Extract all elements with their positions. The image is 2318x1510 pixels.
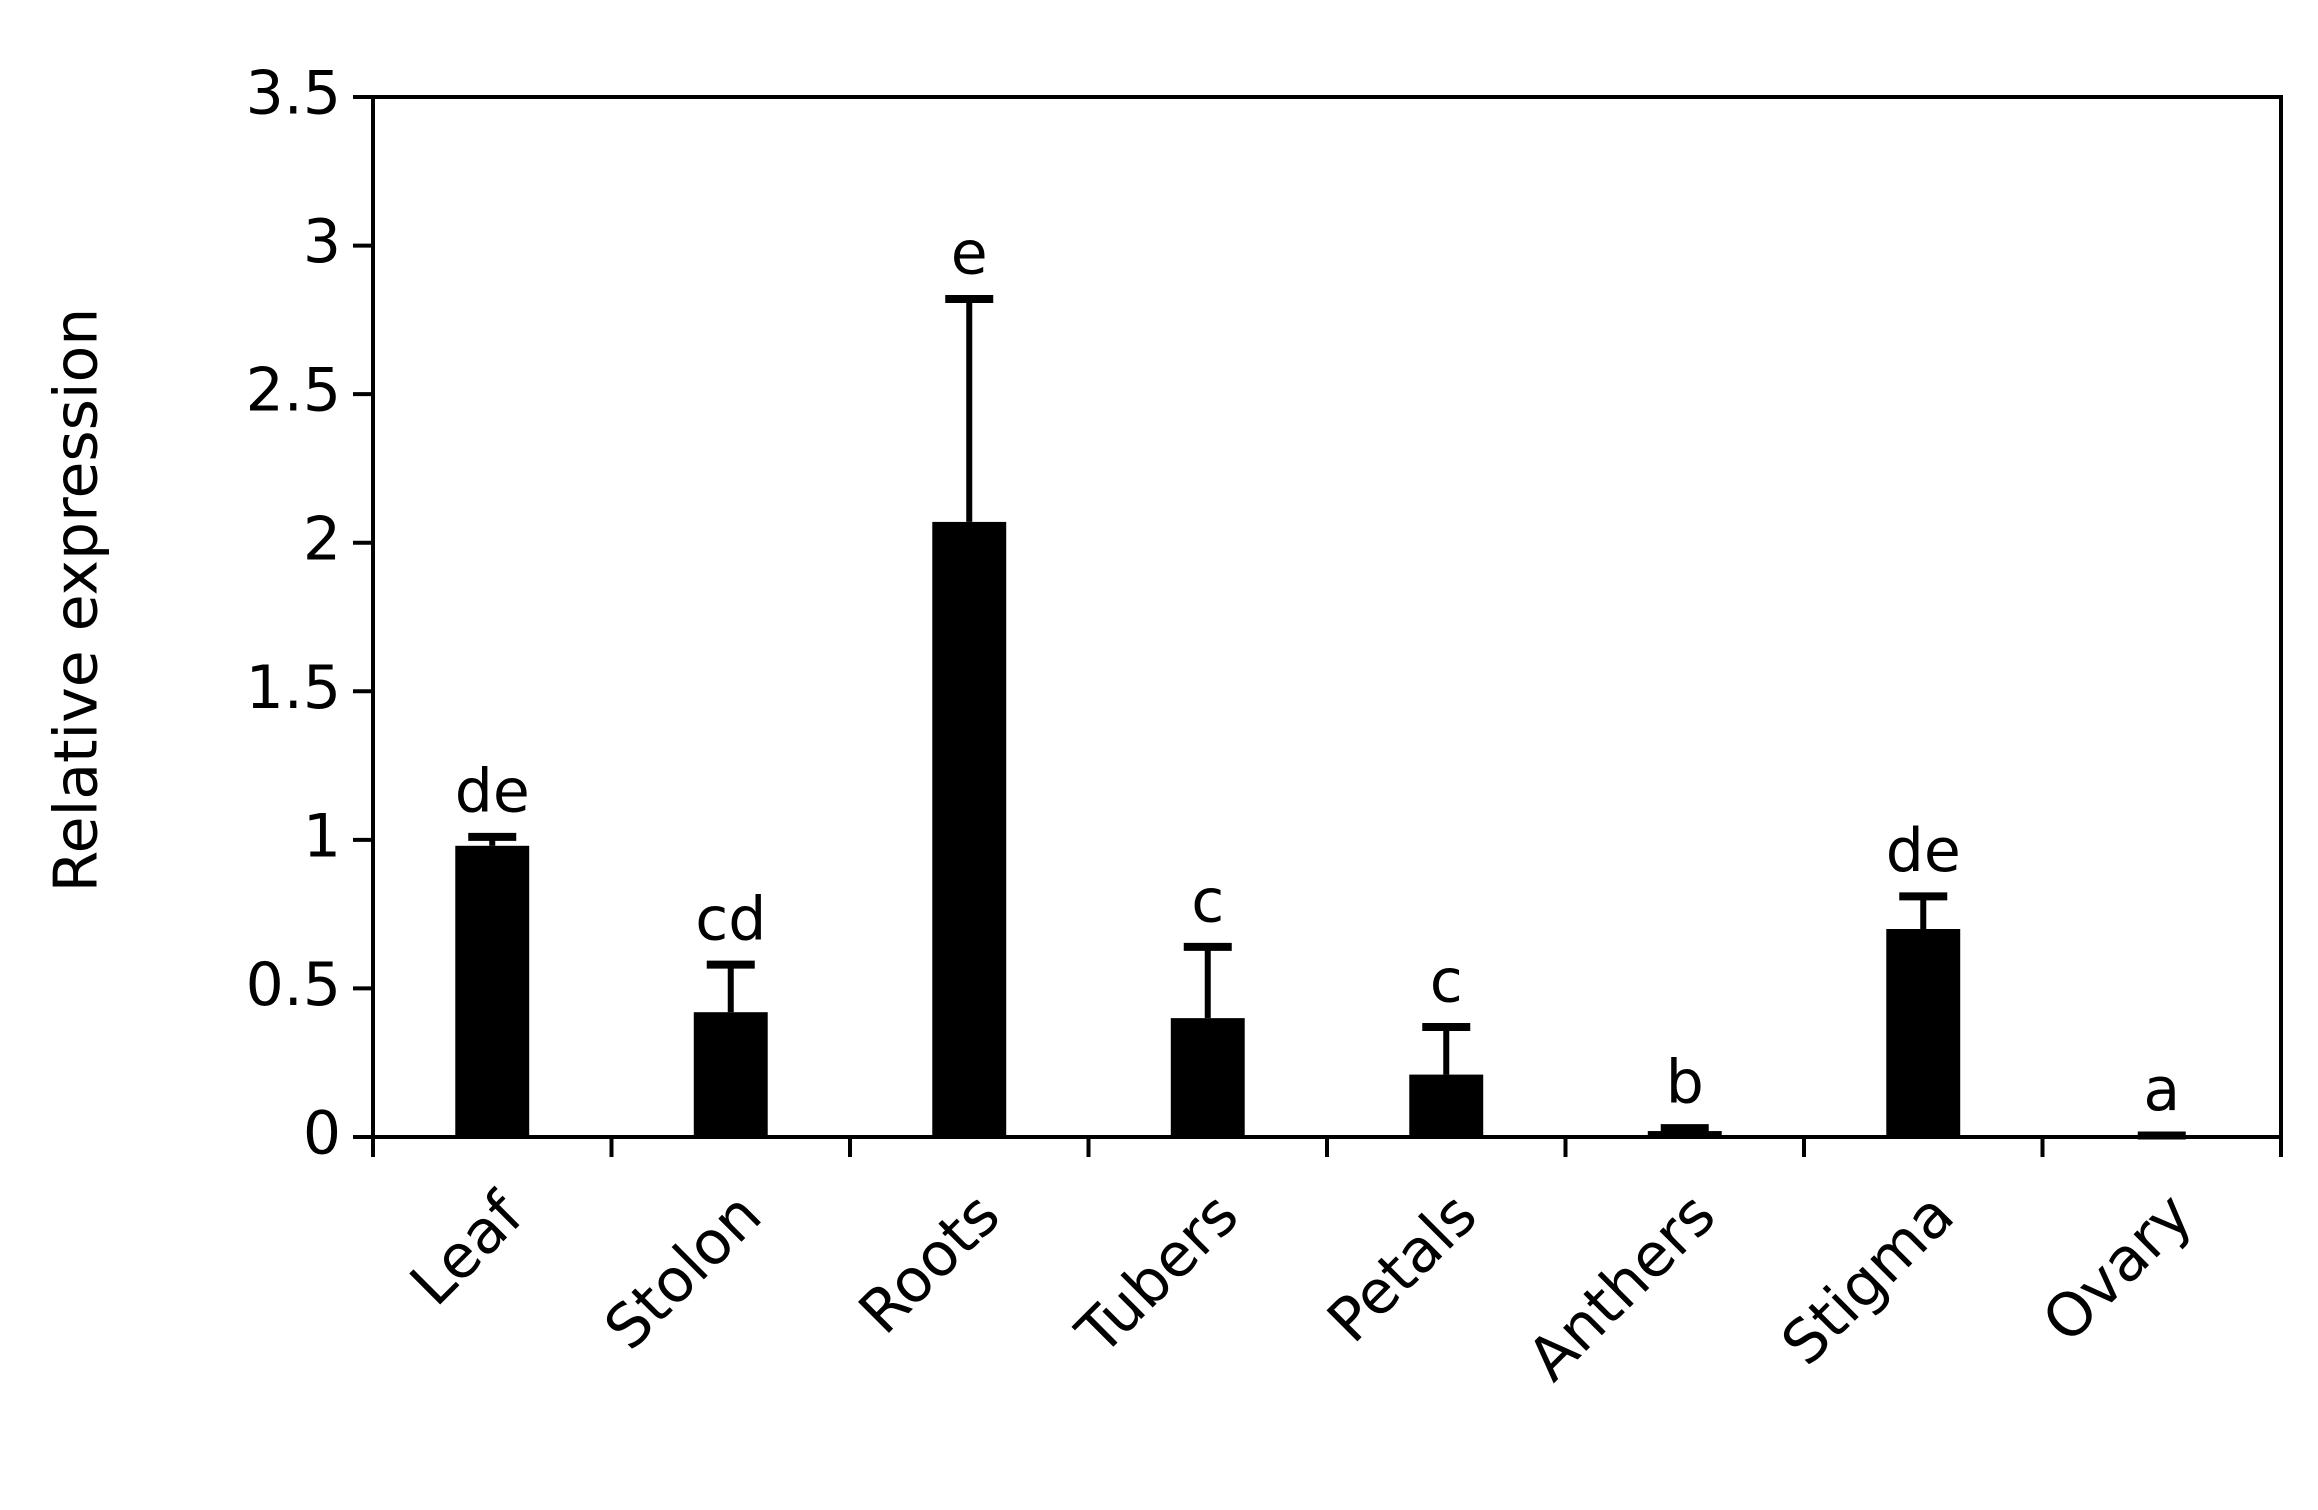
x-tick-label: Tubers (1063, 1180, 1252, 1369)
y-tick-label: 1.5 (246, 653, 341, 723)
x-tick-label: Ovary (2030, 1180, 2207, 1357)
x-tick-label: Stigma (1768, 1180, 1967, 1379)
significance-label: a (2143, 1055, 2180, 1125)
x-tick-label: Stolon (591, 1180, 775, 1364)
x-tick-label: Leaf (397, 1179, 538, 1320)
y-tick-label: 3.5 (246, 59, 341, 129)
bar (1409, 1074, 1484, 1137)
significance-label: cd (695, 884, 766, 954)
bar (1647, 1131, 1722, 1137)
significance-label: de (1886, 816, 1961, 886)
x-tick-label: Petals (1314, 1180, 1490, 1356)
bar (932, 521, 1007, 1137)
plot-frame (371, 95, 2283, 1139)
significance-label: b (1666, 1048, 1704, 1118)
significance-label: e (951, 219, 988, 289)
y-tick-label: 0.5 (246, 950, 341, 1020)
significance-label: c (1191, 866, 1224, 936)
x-tick-label: Roots (846, 1180, 1014, 1348)
bar (693, 1012, 768, 1137)
y-tick-label: 0 (303, 1099, 341, 1169)
bar (1886, 929, 1961, 1137)
significance-label: de (455, 756, 530, 826)
y-tick-label: 2.5 (246, 356, 341, 426)
bar (1170, 1018, 1245, 1137)
x-tick-label: Anthers (1515, 1180, 1730, 1395)
significance-label: c (1430, 947, 1463, 1017)
y-tick-label: 2 (303, 504, 341, 574)
y-axis-label: Relative expression (42, 308, 112, 893)
bar (455, 845, 530, 1137)
y-tick-label: 3 (303, 207, 341, 277)
y-tick-label: 1 (303, 801, 341, 871)
